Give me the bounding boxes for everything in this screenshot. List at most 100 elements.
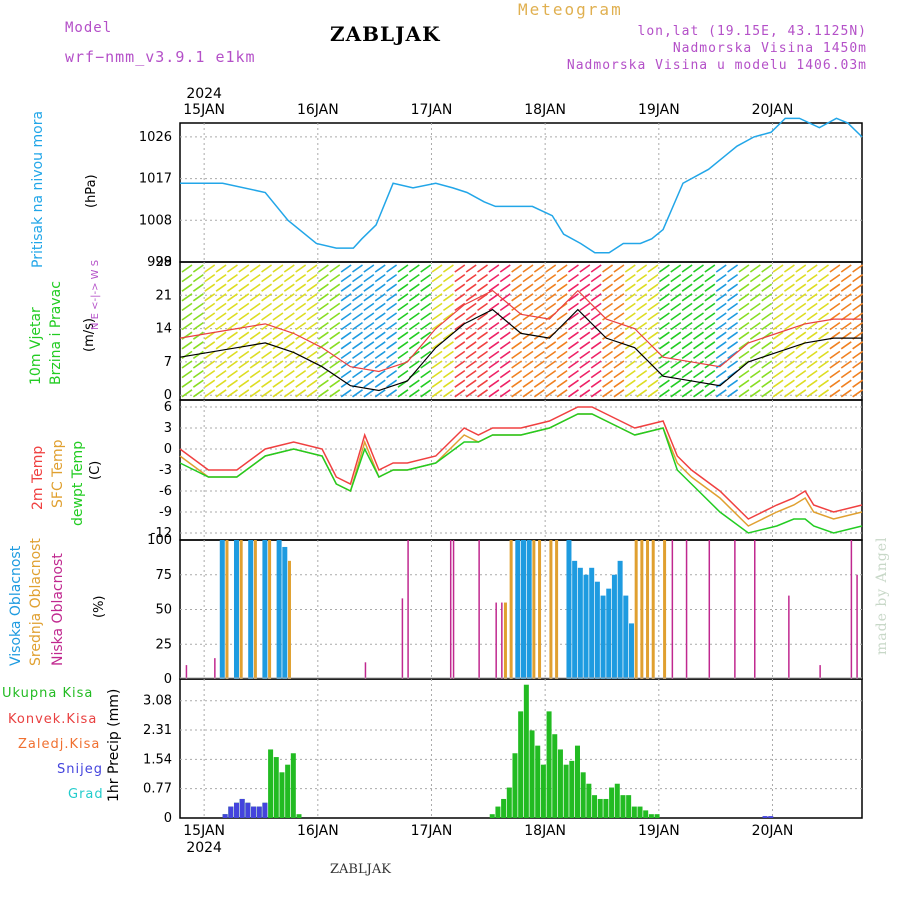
wind-barb xyxy=(533,389,545,398)
wind-barb xyxy=(261,321,273,331)
wind-barb xyxy=(852,341,864,350)
wind-barb xyxy=(579,369,591,379)
wind-barb xyxy=(477,273,488,283)
wind-barb xyxy=(658,321,670,331)
cloud-bar xyxy=(572,560,578,679)
wind-barb xyxy=(465,321,477,331)
wind-barb xyxy=(579,350,591,360)
wind-barb xyxy=(670,321,682,331)
wind-barb xyxy=(204,360,216,369)
wind-barb xyxy=(681,331,693,340)
cloud-bar xyxy=(577,567,583,679)
wind-barb xyxy=(192,341,204,350)
wind-barb xyxy=(386,350,398,360)
legend-conv-rain: Konvek.Kisa xyxy=(8,712,98,727)
wind-barb xyxy=(556,360,568,369)
wind-barb xyxy=(761,321,773,331)
wind-barb xyxy=(556,331,568,340)
cloud-bar xyxy=(521,540,526,679)
cloud-bar xyxy=(262,540,268,679)
precip-bar xyxy=(563,764,569,818)
wind-barb xyxy=(806,312,818,321)
cloud-bar xyxy=(640,540,644,679)
wind-barb xyxy=(818,350,829,360)
wind-barb xyxy=(249,389,261,398)
wind-barb xyxy=(454,341,466,350)
wind-barb xyxy=(204,350,216,360)
panel-frame xyxy=(179,122,863,263)
wind-barb xyxy=(238,331,250,340)
wind-barb xyxy=(306,341,318,350)
wind-barb xyxy=(306,264,318,273)
wind-barb xyxy=(363,369,375,379)
cloud-bar xyxy=(253,540,257,679)
wind-barb xyxy=(727,341,739,350)
wind-barb xyxy=(852,264,864,273)
wind-barb xyxy=(693,293,704,302)
wind-barb xyxy=(761,369,773,379)
altitude-label: Nadmorska Visina 1450m xyxy=(672,41,867,56)
wind-barb xyxy=(533,293,545,302)
wind-barb xyxy=(568,293,579,302)
wind-barb xyxy=(295,369,307,379)
wind-barb xyxy=(783,360,795,369)
precip-bar xyxy=(239,798,245,818)
wind-barb xyxy=(647,293,659,302)
temp-line-0 xyxy=(179,406,863,520)
cloud-bar xyxy=(239,540,243,679)
cloud-bar xyxy=(509,540,513,679)
model-label: Model xyxy=(65,20,113,36)
wind-barb xyxy=(522,312,534,321)
wind-barb xyxy=(840,283,852,292)
wind-barb xyxy=(715,321,727,331)
wind-barb xyxy=(590,369,602,379)
y-tick-label: -12 xyxy=(151,526,172,541)
cloud-bar xyxy=(515,540,521,679)
wind-barb xyxy=(533,350,545,360)
wind-barb xyxy=(431,273,443,283)
wind-barb xyxy=(488,273,500,283)
wind-barb xyxy=(761,389,773,398)
wind-barb xyxy=(363,302,375,312)
wind-barb xyxy=(715,273,727,283)
wind-barb xyxy=(783,273,795,283)
wind-barb xyxy=(795,312,807,321)
wind-barb xyxy=(840,293,852,302)
wind-barb xyxy=(397,321,409,331)
wind-barb xyxy=(454,369,466,379)
y-tick-label: 0.77 xyxy=(143,782,172,797)
wind-barb xyxy=(533,312,545,321)
wind-barb xyxy=(658,389,670,398)
wind-barb xyxy=(613,350,625,360)
wind-barb xyxy=(545,293,557,302)
wind-barb xyxy=(238,389,250,398)
cloud-bar xyxy=(268,540,272,679)
legend-graupel: Grad xyxy=(68,787,104,802)
wind-barb xyxy=(181,283,193,292)
wind-barb xyxy=(181,360,193,369)
wind-barb xyxy=(374,273,386,283)
wind-barb xyxy=(227,264,238,273)
wind-barb xyxy=(227,273,238,283)
wind-barb xyxy=(352,264,363,273)
wind-barb xyxy=(295,331,307,340)
wind-barb xyxy=(772,312,784,321)
precip-bar xyxy=(648,814,654,818)
wind-barb xyxy=(590,350,602,360)
cloud-bar xyxy=(501,602,503,679)
wind-barb xyxy=(818,360,829,369)
wind-barb xyxy=(522,302,534,312)
wind-barb xyxy=(454,273,466,283)
wind-barb xyxy=(658,379,670,388)
wind-barb xyxy=(840,389,852,398)
wind-barb xyxy=(192,331,204,340)
wind-barb xyxy=(749,321,761,331)
wind-barb xyxy=(261,360,273,369)
wind-barb xyxy=(772,293,784,302)
wind-barb xyxy=(283,341,295,350)
wind-barb xyxy=(624,273,636,283)
wind-barb xyxy=(738,369,750,379)
cloud-bar xyxy=(185,665,188,679)
y-tick-label: 0 xyxy=(164,442,172,457)
wind-barb xyxy=(806,283,818,292)
